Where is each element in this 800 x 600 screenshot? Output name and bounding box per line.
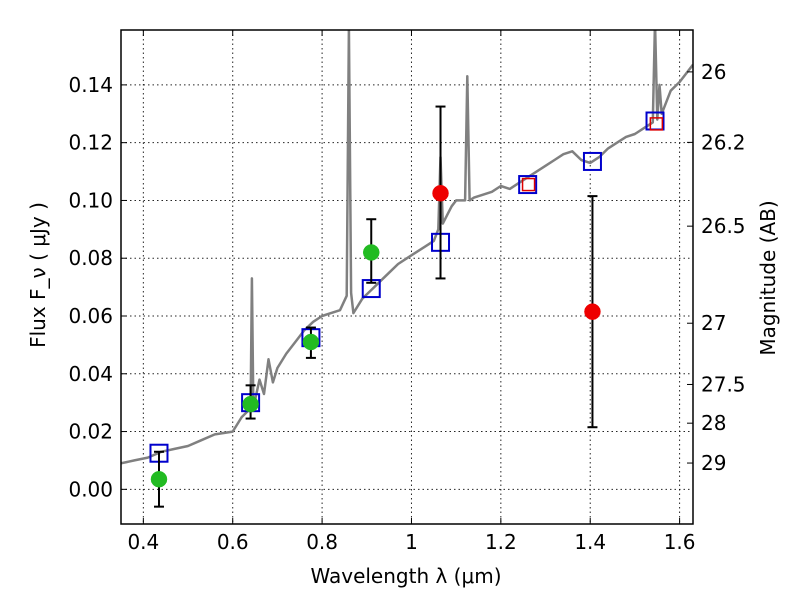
y-tick-label: 0.10 [68, 188, 113, 212]
spectrum-layer [121, 30, 693, 465]
y-tick-label: 0.08 [68, 246, 113, 270]
circle-marker [302, 333, 320, 351]
right-tick-label: 28 [701, 411, 726, 435]
circle-marker [432, 184, 449, 202]
right-axis-label: Magnitude (AB) [756, 200, 780, 355]
ticks-layer: 0.4 0.6 0.8 1 1.2 1.4 1.6 0.00 0.02 0.04 0.06 0.08 0… [68, 30, 746, 554]
right-tick-label: 26.5 [701, 214, 746, 238]
right-tick-label: 26 [701, 60, 726, 84]
x-tick-label: 1.6 [664, 530, 696, 554]
open-square-marker [645, 111, 665, 131]
right-tick-label: 27 [701, 311, 726, 335]
y-tick-label: 0.00 [68, 477, 113, 501]
x-tick-label: 0.4 [127, 530, 159, 554]
y-tick-label: 0.02 [68, 420, 113, 444]
y-tick-label: 0.04 [68, 362, 113, 386]
y-axis-label: Flux F_ν ( μJy ) [26, 202, 50, 348]
y-tick-label: 0.06 [68, 304, 113, 328]
small-square-marker [521, 177, 536, 192]
circle-marker [242, 395, 259, 413]
circle-marker [150, 470, 168, 488]
grid [121, 30, 693, 524]
x-tick-label: 1.4 [574, 530, 606, 554]
x-tick-label: 0.8 [306, 530, 338, 554]
open-square-marker [518, 175, 538, 195]
marker-layer [149, 105, 665, 508]
circle-marker [584, 303, 601, 320]
plot-frame [120, 29, 694, 525]
right-tick-label: 26.2 [701, 130, 746, 154]
x-axis-label: Wavelength λ (μm) [310, 564, 501, 588]
x-tick-label: 1.2 [485, 530, 517, 554]
y-tick-label: 0.14 [68, 73, 113, 97]
model-spectrum-line [121, 30, 693, 465]
y-tick-label: 0.12 [68, 131, 113, 155]
circle-marker [363, 244, 380, 261]
right-tick-label: 27.5 [701, 372, 746, 396]
x-tick-label: 1 [405, 530, 418, 554]
x-tick-label: 0.6 [217, 530, 249, 554]
small-square-marker [649, 117, 664, 131]
right-tick-label: 29 [701, 451, 726, 475]
open-square-marker [582, 151, 602, 171]
